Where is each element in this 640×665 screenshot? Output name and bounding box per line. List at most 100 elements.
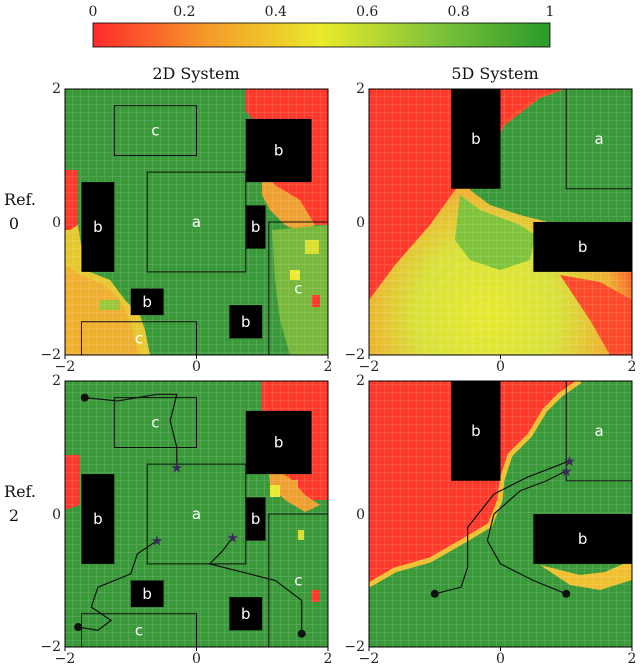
obstacle-b: [81, 182, 115, 272]
trajectory-start-point: [430, 589, 439, 598]
obstacle-b: [533, 222, 632, 272]
trajectory-goal-star: ★: [151, 534, 164, 550]
obstacle-b: [451, 381, 501, 481]
y-tick-label: 0: [356, 507, 365, 523]
obstacle-label: b: [471, 422, 481, 440]
y-tick-label: −2: [40, 639, 61, 655]
y-tick-label: −2: [40, 347, 61, 363]
region-c: [113, 397, 197, 448]
column-title-5d: 5D System: [451, 64, 538, 83]
obstacle-label: b: [93, 510, 103, 528]
trajectory-start-point: [80, 393, 89, 402]
region-label: c: [151, 122, 159, 140]
x-tick-label: 0: [496, 359, 505, 375]
colorbar-tick-label: 0.8: [447, 4, 469, 20]
obstacle-label: b: [142, 293, 152, 311]
region-label: a: [595, 422, 604, 440]
colorbar-tick-label: 1: [546, 4, 555, 20]
y-tick-label: 2: [52, 81, 61, 97]
colorbar-tick-label: 0.6: [356, 4, 378, 20]
trajectory-goal-star: ★: [563, 454, 576, 470]
obstacle-label: b: [241, 313, 251, 331]
trajectory-line: [434, 460, 570, 595]
obstacle-b: [245, 497, 266, 541]
y-tick-label: 2: [356, 81, 365, 97]
panel-overlay-1: a b b: [451, 89, 632, 272]
obstacle-label: b: [251, 510, 261, 528]
x-tick-label: 2: [628, 651, 637, 665]
x-tick-label: 0: [192, 651, 201, 665]
region-label: c: [135, 329, 143, 347]
obstacle-b: [451, 89, 501, 189]
x-tick-label: 2: [628, 359, 637, 375]
region-c: [80, 613, 197, 647]
obstacle-label: b: [471, 130, 481, 148]
region-label: a: [192, 505, 201, 523]
row-label-ref2-line1: Ref.: [4, 482, 36, 501]
y-tick-label: −2: [344, 639, 365, 655]
trajectory-goal-star: ★: [170, 460, 183, 476]
trajectory-goal-star: ★: [226, 530, 239, 546]
region-label: c: [151, 414, 159, 432]
obstacle-b: [229, 305, 263, 339]
y-tick-label: 0: [356, 215, 365, 231]
region-label: a: [595, 130, 604, 148]
colorbar-gradient: [92, 22, 551, 48]
obstacle-b: [130, 580, 164, 608]
trajectory-line: [84, 393, 178, 468]
obstacle-b: [81, 474, 115, 564]
obstacle-label: b: [142, 585, 152, 603]
colorbar-tick-label: 0.2: [173, 4, 195, 20]
x-tick-label: −2: [359, 651, 380, 665]
column-title-2d: 2D System: [152, 64, 239, 83]
trajectory-line: [208, 536, 303, 634]
region-c: [268, 221, 328, 355]
obstacle-b: [229, 597, 263, 631]
colorbar: 0 0.2 0.4 0.6 0.8 1: [89, 4, 555, 48]
obstacle-label: b: [241, 605, 251, 623]
x-tick-label: −2: [359, 359, 380, 375]
region-label: c: [294, 280, 302, 298]
x-tick-label: 0: [496, 651, 505, 665]
y-tick-label: −2: [344, 347, 365, 363]
y-tick-label: 0: [52, 215, 61, 231]
obstacle-b: [245, 205, 266, 249]
obstacle-label: b: [93, 218, 103, 236]
obstacle-b: [245, 118, 312, 183]
obstacle-label: b: [274, 142, 284, 160]
x-tick-label: 0: [192, 359, 201, 375]
region-label: c: [294, 572, 302, 590]
colorbar-tick-label: 0: [89, 4, 98, 20]
region-label: a: [192, 213, 201, 231]
trajectory-goal-star: ★: [560, 464, 573, 480]
y-tick-label: 0: [52, 507, 61, 523]
x-tick-label: 2: [324, 651, 333, 665]
row-label-ref0-line2: 0: [9, 214, 19, 233]
obstacle-b: [533, 514, 632, 564]
region-a: [565, 89, 632, 190]
region-label: c: [135, 621, 143, 639]
colorbar-tick-label: 0.4: [265, 4, 287, 20]
y-tick-label: 2: [356, 373, 365, 389]
obstacle-label: b: [578, 530, 588, 548]
region-c: [80, 321, 197, 355]
row-label-ref0-line1: Ref.: [4, 190, 36, 209]
panel-overlay-3: a b b ★★: [430, 381, 632, 598]
trajectory-line: [486, 470, 567, 595]
x-tick-label: 2: [324, 359, 333, 375]
trajectory-start-point: [74, 623, 83, 632]
obstacle-label: b: [251, 218, 261, 236]
region-a: [565, 381, 632, 482]
row-label-ref2-line2: 2: [9, 506, 19, 525]
region-c: [268, 513, 328, 647]
region-c: [113, 105, 197, 156]
trajectory-start-point: [297, 629, 306, 638]
obstacle-b: [245, 410, 312, 475]
trajectory-line: [78, 540, 158, 632]
x-tick-label: −2: [55, 359, 76, 375]
y-tick-label: 2: [52, 373, 61, 389]
trajectory-start-point: [562, 589, 571, 598]
